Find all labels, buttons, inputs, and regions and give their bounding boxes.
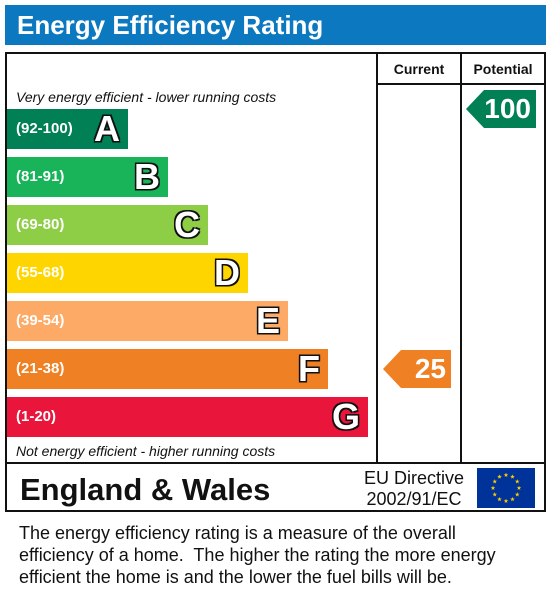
eu-star-icon [503,498,509,503]
chart-title: Energy Efficiency Rating [17,10,324,40]
band-letter: D [214,252,240,293]
band-b: (81-91) B [7,157,168,197]
description: The energy efficiency rating is a measur… [19,522,544,588]
band-range-label: (55-68) [16,264,65,281]
rating-table: Current Potential Very energy efficient … [5,52,546,512]
current-rating-arrow: 25 [383,350,451,388]
eu-star-icon [514,479,520,484]
band-letter: A [94,108,120,149]
eu-star-icon [492,479,498,484]
eu-star-icon [514,492,520,497]
description-line: The energy efficiency rating is a measur… [19,523,456,543]
eu-star-icon [510,474,515,479]
potential-rating-arrow: 100 [466,90,536,128]
band-e: (39-54) E [7,301,288,341]
eu-star-icon [497,496,502,502]
band-g: (1-20) G [7,397,368,437]
header-divider [376,83,544,85]
band-a: (92-100) A [7,109,128,149]
eu-star-icon [490,485,496,490]
eu-star-icon [497,474,502,479]
potential-arrow-shape [466,90,536,128]
eu-directive: EU Directive 2002/91/EC [363,468,465,510]
region-label: England & Wales [20,472,271,507]
title-bar: Energy Efficiency Rating [5,5,546,45]
band-letter: E [255,300,280,341]
band-range-label: (21-38) [16,360,65,377]
band-letter: G [331,396,360,437]
top-note: Very energy efficient - lower running co… [16,89,277,105]
eu-flag-stars [490,472,522,503]
eu-star-icon [510,496,515,502]
band-range-label: (92-100) [16,120,73,137]
eu-directive-line1: EU Directive [363,468,465,488]
eu-directive-line2: 2002/91/EC [366,489,462,509]
eu-flag-icon [477,468,535,508]
current-column-header: Current [393,61,445,77]
current-rating-value: 25 [414,353,446,384]
band-letter: B [134,156,160,197]
band-range-label: (1-20) [16,408,57,425]
current-arrow-shape [383,350,451,388]
band-range-label: (69-80) [16,216,65,233]
potential-rating-value: 100 [484,93,531,124]
description-line: efficient the home is and the lower the … [19,567,452,587]
bottom-note: Not energy efficient - higher running co… [16,443,276,459]
band-f: (21-38) F [7,349,328,389]
band-range-label: (81-91) [16,168,65,185]
band-d: (55-68) D [7,253,248,293]
band-c: (69-80) C [7,205,208,245]
eu-star-icon [503,472,509,477]
eu-star-icon [492,492,498,497]
band-range-label: (39-54) [16,312,65,329]
column-divider-potential [460,54,462,464]
footer-divider [7,462,544,464]
potential-column-header: Potential [473,61,533,77]
column-divider-current [376,54,378,464]
band-letter: C [174,204,200,245]
band-letter: F [298,348,320,389]
eu-star-icon [516,485,522,490]
description-line: efficiency of a home. The higher the rat… [19,545,496,565]
